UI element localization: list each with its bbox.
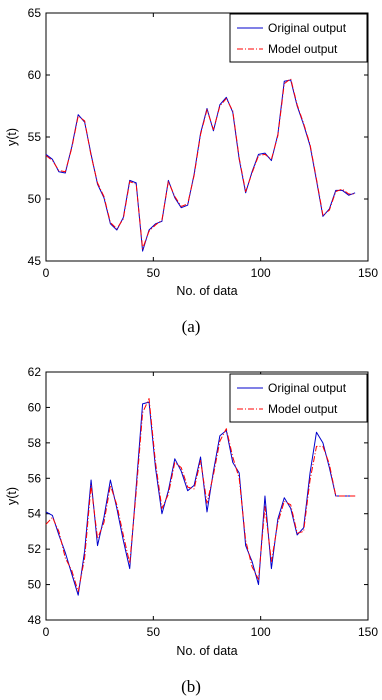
chart-a-legend-box	[229, 13, 368, 63]
chart-a-caption: (a)	[182, 317, 201, 336]
chart-b-ticks: 0 50 100 150 48 50 52 54 56 58 60 62	[28, 365, 379, 639]
chart-b-series-original-line	[45, 401, 356, 596]
chart-b: 0 50 100 150 48 50 52 54 56 58 60 62 No. of data y(…	[5, 365, 378, 696]
chart-a-ytick-label: 55	[28, 130, 42, 144]
chart-a-lines	[45, 78, 356, 252]
chart-b-ytick-label: 48	[28, 613, 42, 627]
chart-a-ylabel: y(t)	[5, 128, 19, 146]
chart-b-series-model-line	[45, 398, 356, 593]
chart-b-xtick-label: 50	[147, 625, 161, 639]
chart-a-xtick-label: 0	[43, 266, 50, 280]
chart-b-ylabel: y(t)	[5, 487, 19, 505]
chart-a-xtick-label: 50	[147, 266, 161, 280]
chart-a-ytick-label: 50	[28, 192, 42, 206]
chart-a-xtick-label: 100	[251, 266, 271, 280]
chart-b-ytick-label: 54	[28, 507, 42, 521]
chart-a-series-model-line	[45, 78, 356, 250]
chart-b-lines	[45, 398, 356, 596]
chart-a-legend-label-model: Model output	[268, 42, 338, 56]
chart-a-ticks: 0 50 100 150 45 50 55 60 65	[28, 6, 379, 280]
chart-a-xlabel: No. of data	[176, 284, 237, 298]
chart-b-ytick-label: 58	[28, 436, 42, 450]
chart-b-xtick-label: 0	[43, 625, 50, 639]
chart-a: 0 50 100 150 45 50 55 60 65 No. of data y(t) Ori…	[5, 6, 378, 336]
chart-b-ytick-label: 62	[28, 365, 42, 379]
chart-a-legend: Original output Model output	[229, 13, 368, 63]
chart-b-caption: (b)	[181, 677, 201, 696]
chart-b-xtick-label: 100	[251, 625, 271, 639]
chart-b-legend-label-model: Model output	[268, 402, 338, 416]
chart-a-legend-label-original: Original output	[268, 21, 347, 35]
chart-b-legend: Original output Model output	[229, 373, 368, 423]
chart-b-legend-label-original: Original output	[268, 381, 347, 395]
chart-b-legend-box	[229, 373, 368, 423]
chart-b-ytick-label: 56	[28, 471, 42, 485]
chart-a-ytick-label: 45	[28, 254, 42, 268]
chart-a-xtick-label: 150	[358, 266, 378, 280]
chart-a-ytick-label: 65	[28, 6, 42, 20]
chart-b-ytick-label: 50	[28, 578, 42, 592]
chart-b-ytick-label: 52	[28, 542, 42, 556]
chart-b-xlabel: No. of data	[176, 644, 237, 658]
chart-b-ytick-label: 60	[28, 400, 42, 414]
chart-b-xtick-label: 150	[358, 625, 378, 639]
chart-a-ytick-label: 60	[28, 68, 42, 82]
